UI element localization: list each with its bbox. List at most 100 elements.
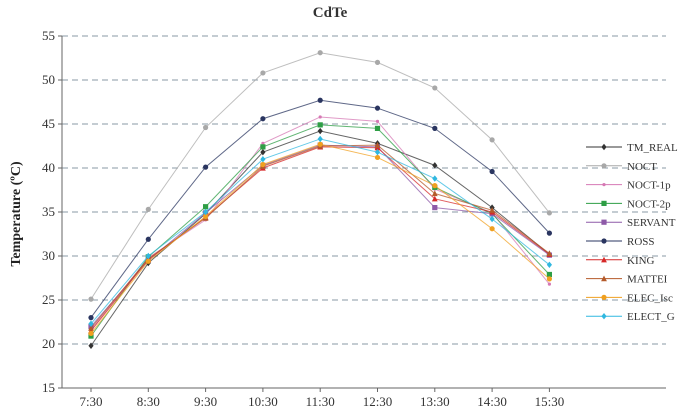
- series-elec-isc: [88, 141, 553, 337]
- legend-marker: [601, 200, 607, 206]
- series-elect-g: [88, 135, 552, 327]
- series-line: [90, 144, 550, 329]
- data-point: [260, 156, 266, 163]
- data-point: [432, 85, 438, 91]
- data-point: [145, 252, 151, 260]
- data-point: [88, 315, 94, 321]
- series-mattei: [88, 142, 553, 331]
- data-point: [374, 105, 381, 111]
- y-tick-label: 55: [42, 28, 55, 43]
- data-point: [88, 320, 94, 327]
- data-point: [374, 125, 381, 131]
- data-point: [203, 204, 209, 210]
- legend-marker: [601, 219, 607, 225]
- data-point: [145, 236, 151, 242]
- legend-label: NOCT-1p: [627, 180, 671, 192]
- x-tick-label: 13:30: [420, 394, 450, 409]
- data-point: [317, 141, 323, 147]
- data-point: [431, 195, 438, 202]
- legend-marker: [601, 238, 607, 244]
- data-point: [260, 148, 266, 156]
- data-point: [374, 154, 381, 161]
- y-tick-label: 50: [42, 72, 55, 87]
- series-king: [88, 143, 553, 334]
- legend: TM_REAL NOCT NOCT-1p NOCT-2p SERVANT ROSS KING…: [586, 142, 678, 323]
- data-point: [489, 207, 495, 213]
- data-point: [88, 296, 94, 302]
- data-point: [431, 190, 438, 197]
- data-point: [203, 164, 209, 170]
- data-point: [203, 124, 209, 131]
- data-point: [260, 144, 266, 150]
- series-line: [90, 143, 550, 334]
- data-point: [489, 168, 495, 175]
- data-point: [88, 342, 94, 349]
- y-axis-label: Temperature (ºC): [9, 161, 24, 267]
- data-point: [261, 141, 265, 145]
- series-ross: [88, 97, 553, 321]
- legend-marker: [601, 275, 607, 282]
- legend-marker: [601, 313, 607, 320]
- series-line: [90, 138, 550, 325]
- x-tick-label: 7:30: [79, 394, 102, 409]
- x-tick-label: 10:30: [248, 394, 278, 409]
- legend-marker: [602, 183, 606, 187]
- legend-item: ROSS: [586, 236, 655, 248]
- legend-label: ELECT_G: [627, 311, 675, 323]
- y-tick-label: 15: [42, 380, 55, 395]
- data-point: [547, 282, 552, 286]
- legend-label: TM_REAL: [627, 142, 678, 154]
- legend-label: MATTEI: [627, 274, 668, 286]
- legend-marker: [601, 294, 607, 300]
- data-point: [260, 161, 266, 168]
- data-point: [546, 250, 553, 256]
- data-point: [88, 330, 94, 337]
- data-point: [317, 122, 323, 128]
- data-point: [88, 333, 94, 339]
- data-point: [203, 213, 209, 219]
- data-point: [317, 127, 323, 135]
- legend-item: NOCT: [586, 161, 657, 173]
- x-tick-label: 14:30: [477, 394, 507, 409]
- data-point: [546, 276, 553, 282]
- x-tick-label: 9:30: [194, 394, 217, 409]
- legend-item: SERVANT: [586, 217, 676, 229]
- legend-label: ELEC_Isc: [627, 292, 673, 304]
- legend-item: KING: [586, 255, 655, 267]
- data-point: [374, 142, 381, 148]
- grid: [62, 35, 666, 345]
- series-line: [90, 146, 550, 332]
- y-tick-label: 35: [42, 204, 55, 219]
- data-point: [546, 271, 552, 278]
- legend-item: ELEC_Isc: [586, 292, 673, 304]
- legend-label: NOCT: [627, 161, 657, 173]
- data-point: [88, 325, 94, 331]
- x-tick-label: 8:30: [137, 394, 160, 409]
- series-noct-2p: [88, 122, 552, 339]
- data-point: [317, 50, 323, 56]
- data-point: [546, 210, 553, 216]
- data-point: [317, 135, 323, 143]
- series-tm-real: [88, 127, 552, 349]
- legend-item: NOCT-1p: [586, 180, 671, 192]
- y-tick-label: 40: [42, 160, 55, 175]
- data-point: [489, 137, 495, 143]
- y-tick-label: 45: [42, 116, 55, 131]
- legend-label: SERVANT: [627, 217, 676, 229]
- legend-marker: [601, 256, 607, 263]
- data-point: [203, 208, 209, 216]
- legend-item: MATTEI: [586, 274, 668, 286]
- series-noct: [88, 50, 553, 302]
- legend-label: ROSS: [627, 236, 655, 248]
- data-point: [318, 115, 322, 119]
- series-servant: [88, 142, 552, 329]
- legend-marker: [601, 143, 607, 151]
- data-point: [546, 230, 553, 236]
- data-point: [489, 226, 495, 232]
- data-point: [260, 116, 266, 122]
- legend-marker: [601, 163, 607, 169]
- data-point: [546, 261, 552, 268]
- x-tick-label: 11:30: [306, 394, 335, 409]
- axes: 15 20 25 30 35 40 45 50 55 7:30 8:30 9:30 10:30 11:30…: [42, 28, 666, 409]
